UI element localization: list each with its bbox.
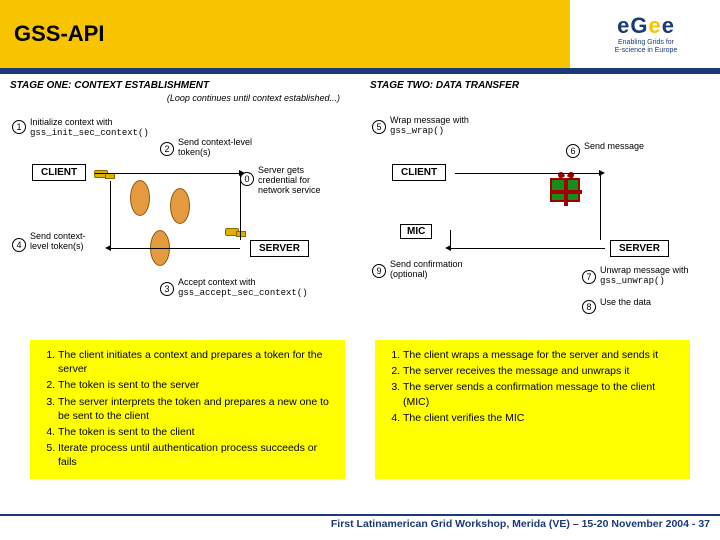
diagram-area: STAGE ONE: CONTEXT ESTABLISHMENT (Loop c… (10, 80, 710, 335)
loop-note: (Loop continues until context establishe… (167, 94, 340, 104)
step-item: Iterate process until authentication pro… (58, 441, 335, 469)
step-1-marker: 1 (12, 120, 26, 134)
step-9-label: Send confirmation (optional) (390, 260, 480, 280)
step-item: The client wraps a message for the serve… (403, 348, 680, 362)
step-item: The client initiates a context and prepa… (58, 348, 335, 376)
arrow-2b (110, 181, 111, 248)
step-0-label: Server gets credential for network servi… (258, 166, 338, 196)
client-box: CLIENT (32, 164, 86, 181)
key-icon-2 (225, 228, 239, 236)
arrow-4b (450, 230, 451, 248)
step-4-label: Send context-level token(s) (30, 232, 100, 252)
step-2-marker: 2 (160, 142, 174, 156)
footer: First Latinamerican Grid Workshop, Merid… (0, 514, 720, 534)
step-5-label: Wrap message withgss_wrap() (390, 116, 469, 137)
steps-right-box: The client wraps a message for the serve… (375, 340, 690, 479)
step-item: The server receives the message and unwr… (403, 364, 680, 378)
server-box: SERVER (250, 240, 309, 257)
step-8-label: Use the data (600, 298, 651, 308)
arrow-3b (600, 173, 601, 240)
arrow-2 (110, 248, 240, 249)
step-2-label: Send context-level token(s) (178, 138, 268, 158)
stage-one: STAGE ONE: CONTEXT ESTABLISHMENT (Loop c… (10, 80, 350, 335)
step-7-marker: 7 (582, 270, 596, 284)
step-8-marker: 8 (582, 300, 596, 314)
egee-logo: eGee Enabling Grids forE-science in Euro… (572, 0, 720, 68)
server-box-2: SERVER (610, 240, 669, 257)
token-icon-1 (130, 180, 150, 216)
step-3-label: Accept context withgss_accept_sec_contex… (178, 278, 308, 299)
steps-right-list: The client wraps a message for the serve… (385, 348, 680, 425)
step-6-marker: 6 (566, 144, 580, 158)
step-item: The token is sent to the server (58, 378, 335, 392)
arrow-1b (240, 173, 241, 240)
step-7-label: Unwrap message withgss_unwrap() (600, 266, 689, 287)
steps-row: The client initiates a context and prepa… (30, 340, 690, 479)
step-item: The client verifies the MIC (403, 411, 680, 425)
mic-box: MIC (400, 224, 432, 239)
header-stripe (0, 68, 720, 74)
token-icon-2 (170, 188, 190, 224)
steps-left-list: The client initiates a context and prepa… (40, 348, 335, 469)
steps-left-box: The client initiates a context and prepa… (30, 340, 345, 479)
page-title: GSS-API (14, 21, 104, 47)
step-6-label: Send message (584, 142, 644, 152)
title-bar: GSS-API (0, 0, 570, 68)
footer-text: First Latinamerican Grid Workshop, Merid… (331, 518, 710, 530)
step-9-marker: 9 (372, 264, 386, 278)
step-4-marker: 4 (12, 238, 26, 252)
step-item: The server interprets the token and prep… (58, 395, 335, 423)
logo-subtitle: Enabling Grids forE-science in Europe (615, 39, 678, 54)
step-item: The token is sent to the client (58, 425, 335, 439)
step-3-marker: 3 (160, 282, 174, 296)
arrow-1 (95, 173, 240, 174)
gift-icon (550, 178, 580, 202)
client-box-2: CLIENT (392, 164, 446, 181)
header: GSS-API eGee Enabling Grids forE-science… (0, 0, 720, 68)
key-icon (94, 170, 108, 178)
stage1-title: STAGE ONE: CONTEXT ESTABLISHMENT (10, 80, 350, 91)
step-item: The server sends a confirmation message … (403, 380, 680, 408)
step-1-label: Initialize context withgss_init_sec_cont… (30, 118, 149, 139)
step-5-marker: 5 (372, 120, 386, 134)
arrow-4 (450, 248, 605, 249)
stage-two: STAGE TWO: DATA TRANSFER 5 Wrap message … (370, 80, 710, 335)
logo-text: eGee (617, 13, 675, 39)
footer-line (0, 514, 720, 516)
arrow-3 (455, 173, 600, 174)
stage2-title: STAGE TWO: DATA TRANSFER (370, 80, 710, 91)
